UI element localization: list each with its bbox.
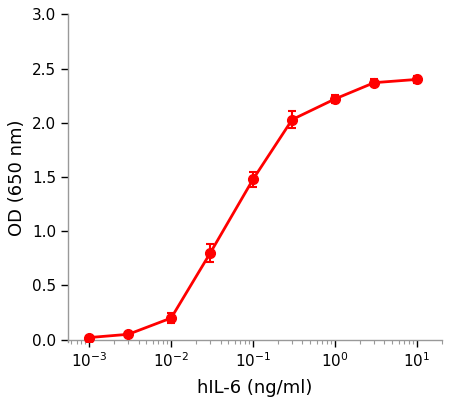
X-axis label: hIL-6 (ng/ml): hIL-6 (ng/ml) xyxy=(197,379,312,396)
Y-axis label: OD (650 nm): OD (650 nm) xyxy=(9,120,27,237)
